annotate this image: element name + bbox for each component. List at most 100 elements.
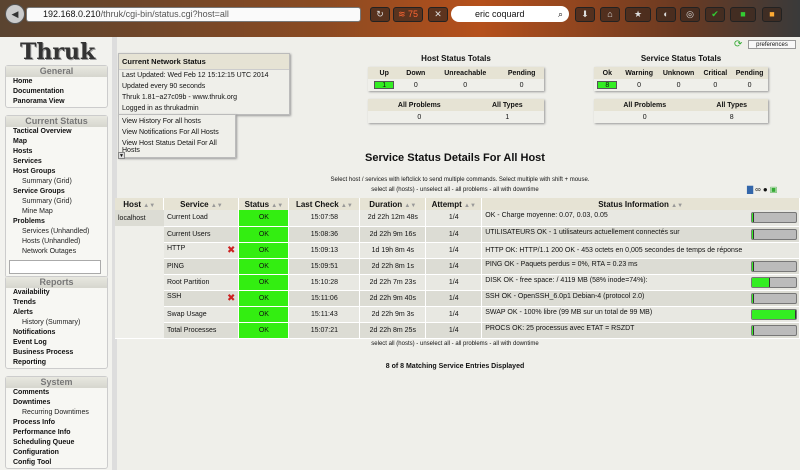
column-header[interactable]: Service ▲▼: [163, 198, 240, 210]
perfdata-bar[interactable]: [751, 308, 797, 320]
nav-item[interactable]: Services (Unhandled): [22, 228, 90, 235]
perfdata-bar[interactable]: [751, 260, 797, 272]
refresh-icon[interactable]: ⟳: [734, 39, 743, 50]
sort-icon[interactable]: ▲▼: [271, 202, 284, 209]
table-row[interactable]: localhost Current Load OK 15:07:58 2d 22…: [115, 210, 800, 227]
nav-item[interactable]: Panorama View: [13, 98, 65, 105]
nav-item[interactable]: Config Tool: [13, 459, 52, 466]
host-cell[interactable]: localhost: [115, 210, 164, 226]
table-row[interactable]: Total Processes OK 15:07:21 2d 22h 8m 25…: [115, 322, 800, 339]
reload-button[interactable]: ↻: [370, 7, 390, 22]
back-button[interactable]: ◀: [5, 4, 25, 24]
totals-header[interactable]: All Problems: [594, 99, 696, 111]
host-cell[interactable]: [115, 258, 164, 274]
totals-value[interactable]: 8: [594, 79, 621, 91]
totals-value[interactable]: 0: [519, 81, 524, 89]
table-row[interactable]: HTTP ✖ OK 15:09:13 1d 19h 8m 4s 1/4 HTTP …: [115, 242, 800, 259]
preferences-button[interactable]: preferences: [748, 40, 796, 49]
perfdata-bar[interactable]: [751, 276, 797, 288]
nav-item[interactable]: Summary (Grid): [22, 178, 72, 185]
export-icons[interactable]: ▇∞●▣: [747, 185, 779, 194]
totals-header[interactable]: All Types: [470, 99, 544, 111]
service-cell[interactable]: Root Partition: [163, 274, 240, 291]
column-header[interactable]: Status Information ▲▼: [481, 198, 800, 210]
totals-header[interactable]: All Types: [695, 99, 768, 111]
totals-header[interactable]: Up: [368, 67, 401, 79]
totals-value[interactable]: 0: [463, 81, 468, 89]
addon-icon[interactable]: ◎: [680, 7, 700, 22]
service-cell[interactable]: PING: [163, 258, 240, 275]
sort-icon[interactable]: ▲▼: [340, 202, 353, 209]
totals-value[interactable]: 1: [368, 79, 400, 91]
nav-item[interactable]: Service Groups: [13, 188, 65, 195]
nav-item[interactable]: Downtimes: [13, 399, 51, 406]
nav-item[interactable]: Notifications: [13, 329, 56, 336]
url-bar[interactable]: 192.168.0.210/thruk/cgi-bin/status.cgi?h…: [26, 7, 361, 22]
totals-value[interactable]: 8: [729, 113, 734, 121]
totals-value[interactable]: 1: [505, 113, 510, 121]
nav-item[interactable]: Recurring Downtimes: [22, 409, 89, 416]
nav-item[interactable]: Event Log: [13, 339, 47, 346]
host-cell[interactable]: [115, 242, 164, 258]
nav-item[interactable]: Performance Info: [13, 429, 71, 436]
service-cell[interactable]: HTTP ✖: [163, 242, 240, 259]
totals-header[interactable]: Pending: [499, 67, 544, 79]
addon-icon[interactable]: ■: [730, 7, 756, 22]
rss-button[interactable]: ≋ 75: [393, 7, 423, 22]
nav-item[interactable]: Hosts: [13, 148, 33, 155]
nav-item[interactable]: Home: [13, 78, 33, 85]
totals-value[interactable]: 0: [747, 81, 752, 89]
totals-value[interactable]: 0: [637, 81, 642, 89]
sidebar-resize-handle[interactable]: [112, 37, 117, 470]
totals-header[interactable]: Unreachable: [431, 67, 500, 79]
table-row[interactable]: Swap Usage OK 15:11:43 2d 22h 9m 3s 1/4 …: [115, 306, 800, 323]
host-cell[interactable]: [115, 306, 164, 322]
column-header[interactable]: Duration ▲▼: [359, 198, 427, 210]
perfdata-bar[interactable]: [751, 292, 797, 304]
stop-button[interactable]: ✕: [428, 7, 448, 22]
nav-item[interactable]: Reporting: [13, 359, 47, 366]
nav-item[interactable]: Scheduling Queue: [13, 439, 75, 446]
perfdata-bar[interactable]: [751, 228, 797, 240]
home-icon[interactable]: ⌂: [600, 7, 620, 22]
column-header[interactable]: Attempt ▲▼: [425, 198, 483, 210]
column-header[interactable]: Last Check ▲▼: [288, 198, 361, 210]
totals-value[interactable]: 0: [713, 81, 718, 89]
table-row[interactable]: Current Users OK 15:08:36 2d 22h 9m 16s …: [115, 226, 800, 243]
column-header[interactable]: Host ▲▼: [115, 198, 165, 210]
search-input[interactable]: eric coquard ⌕: [451, 6, 569, 22]
service-cell[interactable]: SSH ✖: [163, 290, 240, 307]
nav-item[interactable]: Trends: [13, 299, 36, 306]
host-cell[interactable]: [115, 290, 164, 306]
nav-item[interactable]: Documentation: [13, 88, 64, 95]
table-row[interactable]: PING OK 15:09:51 2d 22h 8m 1s 1/4 PING O…: [115, 258, 800, 275]
host-cell[interactable]: [115, 274, 164, 290]
sort-icon[interactable]: ▲▼: [464, 202, 476, 209]
nav-item[interactable]: Process Info: [13, 419, 56, 426]
sort-icon[interactable]: ▲▼: [671, 202, 684, 209]
nav-item[interactable]: Alerts: [13, 309, 33, 316]
perfdata-bar[interactable]: [751, 324, 797, 336]
host-cell[interactable]: [115, 322, 164, 338]
addon-icon[interactable]: ◐: [656, 7, 676, 22]
totals-value[interactable]: 0: [413, 81, 418, 89]
select-links-bottom[interactable]: select all (hosts) - unselect all - all …: [371, 341, 539, 347]
nav-item[interactable]: Summary (Grid): [22, 198, 72, 205]
table-row[interactable]: Root Partition OK 15:10:28 2d 22h 7m 23s…: [115, 274, 800, 291]
service-cell[interactable]: Swap Usage: [163, 306, 240, 323]
nav-item[interactable]: History (Summary): [22, 319, 81, 326]
nav-item[interactable]: Network Outages: [22, 248, 77, 255]
addon-icon[interactable]: ■: [762, 7, 782, 22]
service-cell[interactable]: Current Load: [163, 210, 240, 227]
table-row[interactable]: SSH ✖ OK 15:11:06 2d 22h 9m 40s 1/4 SSH O…: [115, 290, 800, 307]
service-cell[interactable]: Current Users: [163, 226, 240, 243]
totals-header[interactable]: Ok: [594, 67, 621, 79]
totals-value[interactable]: 0: [642, 113, 647, 121]
nav-search-input[interactable]: [9, 260, 101, 274]
totals-value[interactable]: 0: [417, 113, 422, 121]
totals-header[interactable]: Down: [400, 67, 432, 79]
nav-item[interactable]: Business Process: [13, 349, 74, 356]
nav-item[interactable]: Problems: [13, 218, 45, 225]
totals-header[interactable]: Critical: [699, 67, 732, 79]
nav-item[interactable]: Mine Map: [22, 208, 53, 215]
